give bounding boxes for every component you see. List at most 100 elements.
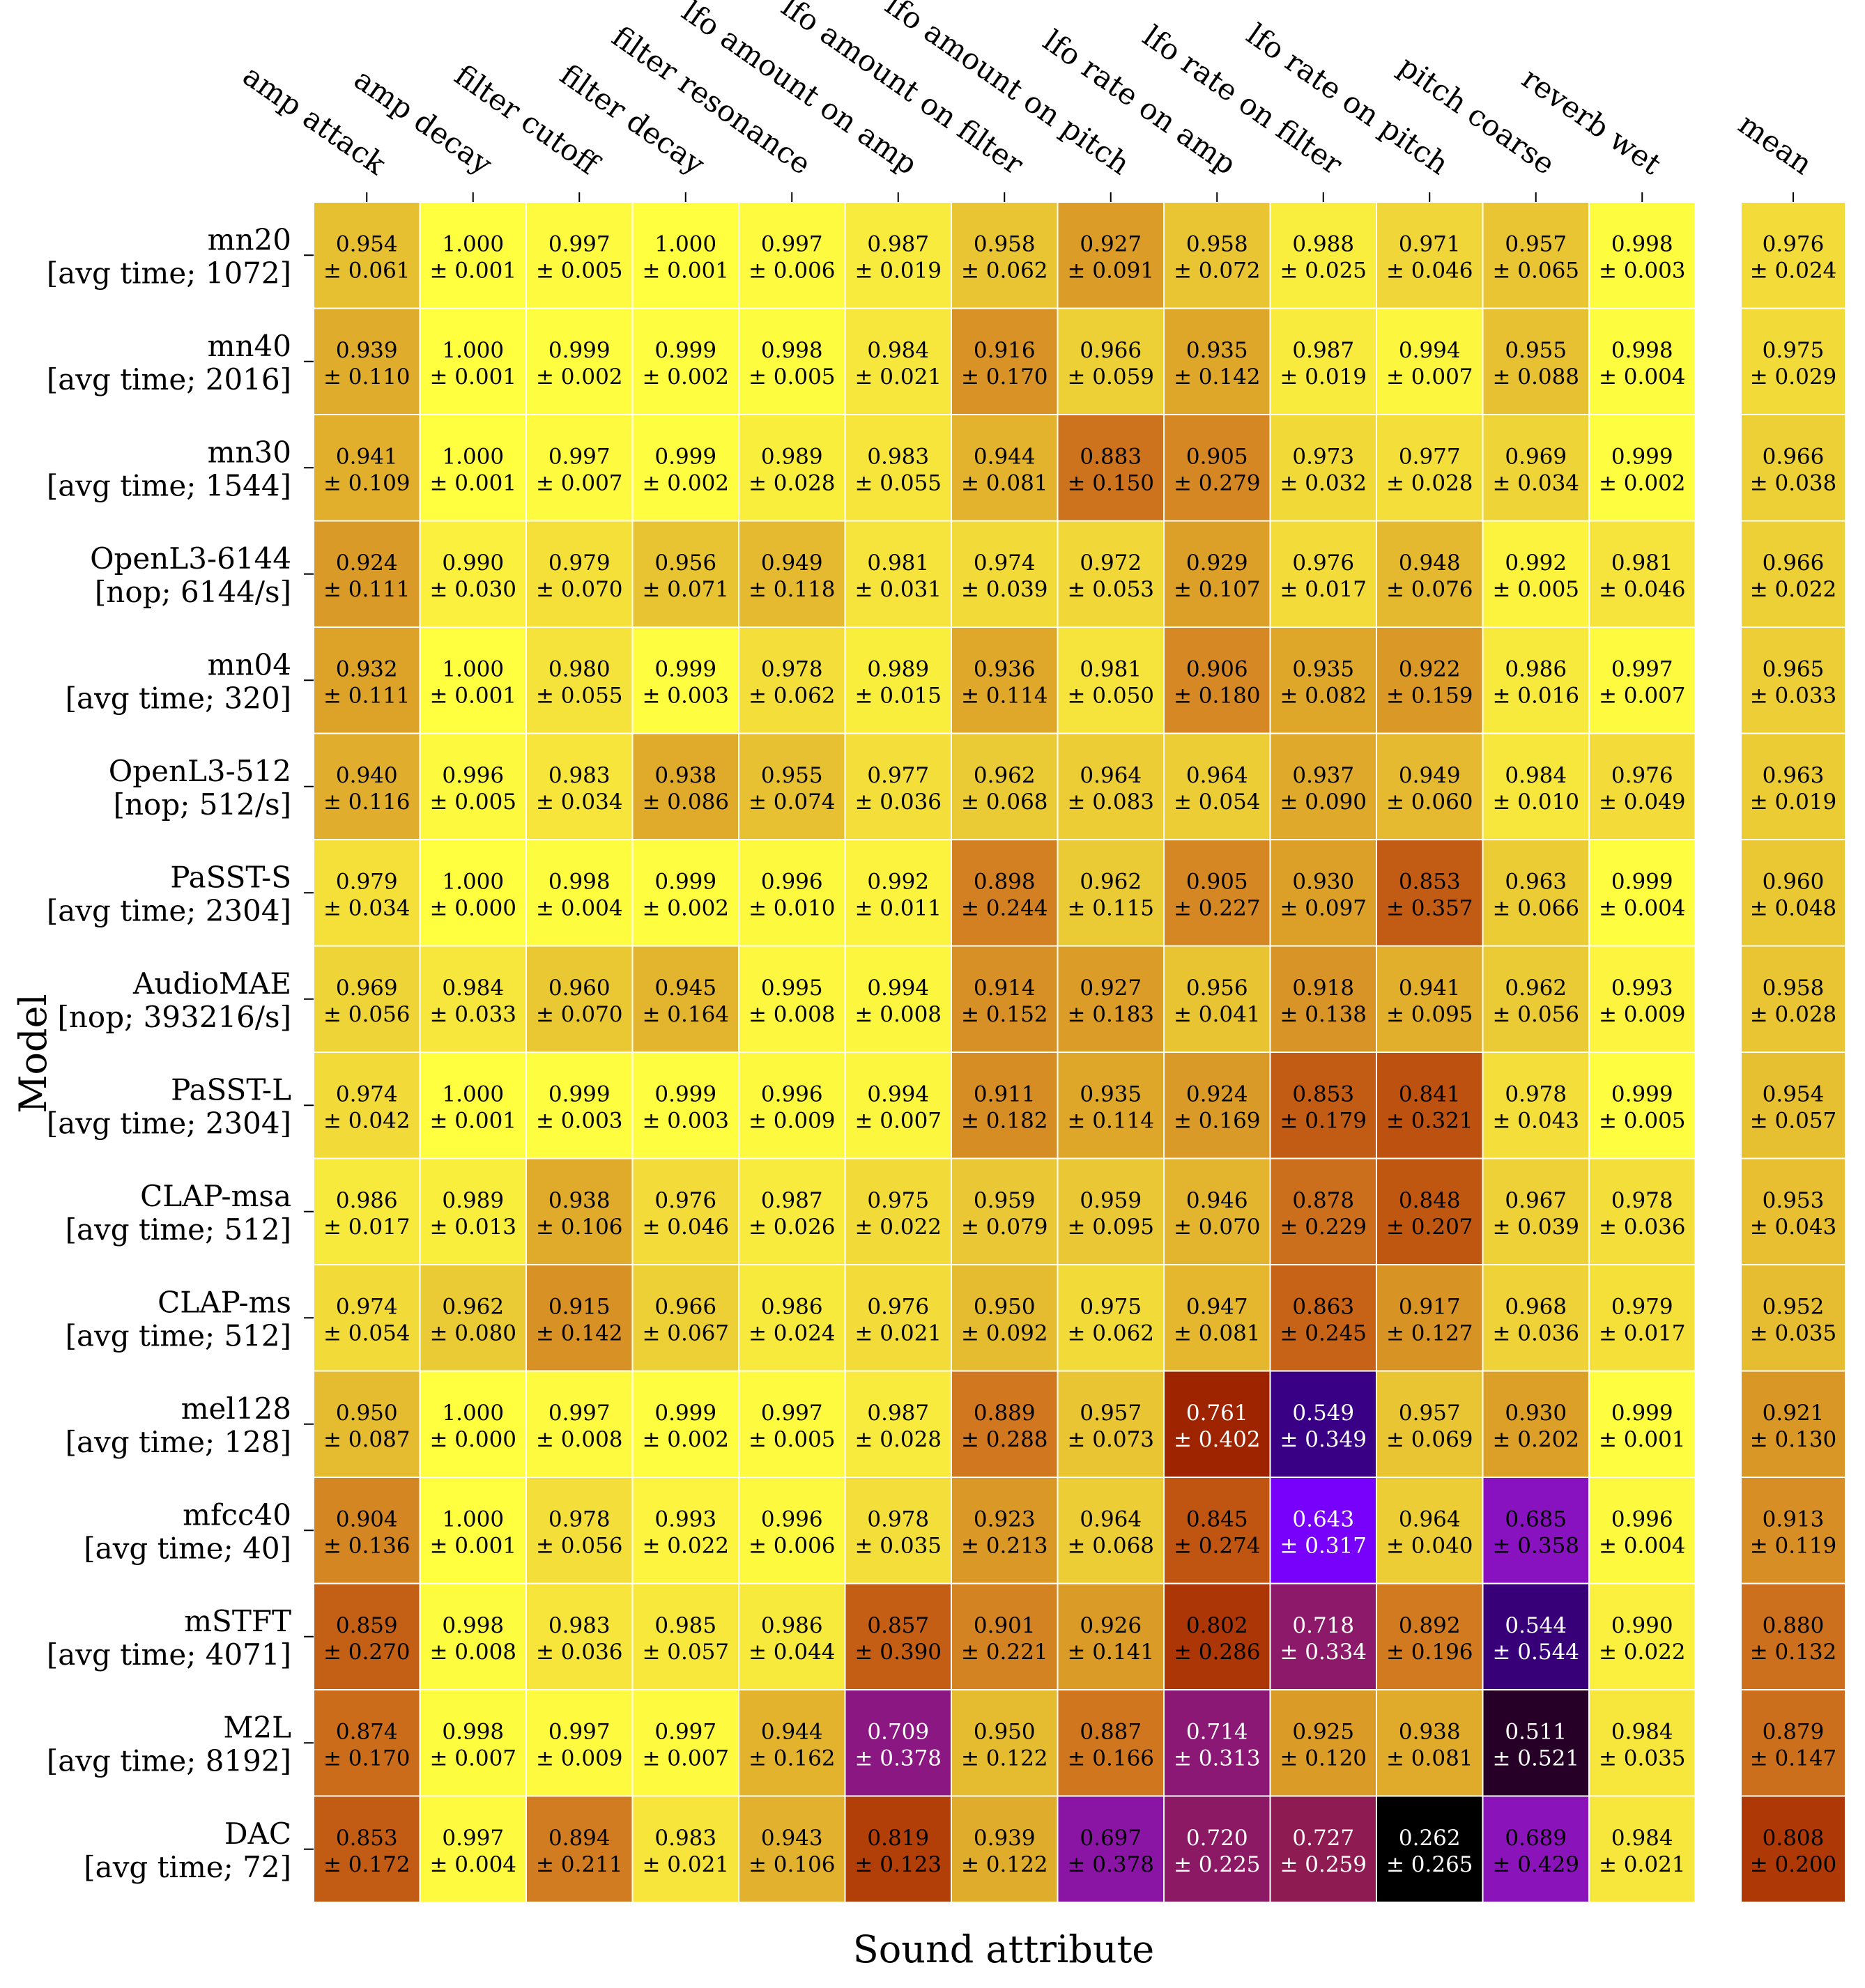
heatmap-cell-group: 0.983± 0.021 <box>631 1795 739 1903</box>
cell-std-label: ± 0.082 <box>1280 683 1367 708</box>
cell-value-label: 0.950 <box>974 1719 1036 1744</box>
heatmap-cell <box>738 1370 846 1478</box>
heatmap-cell <box>844 1689 952 1797</box>
heatmap-cell-group: 0.998± 0.003 <box>1588 201 1696 309</box>
cell-value-label: 0.968 <box>1505 1294 1567 1319</box>
cell-std-label: ± 0.073 <box>1067 1427 1154 1452</box>
heatmap-cell <box>1163 945 1271 1053</box>
cell-std-label: ± 0.001 <box>429 1108 516 1133</box>
heatmap-cell-group: 0.981± 0.031 <box>844 520 952 628</box>
heatmap-cell-group: 0.975± 0.022 <box>844 1157 952 1265</box>
heatmap-cell-group: 0.999± 0.003 <box>631 1051 739 1159</box>
cell-value-label: 0.946 <box>1186 1188 1248 1213</box>
cell-std-label: ± 0.003 <box>642 1108 729 1133</box>
cell-value-label: 0.841 <box>1399 1081 1461 1107</box>
cell-value-label: 0.935 <box>1292 656 1354 681</box>
cell-std-label: ± 0.202 <box>1492 1427 1579 1452</box>
heatmap-cell-group: 0.999± 0.002 <box>631 1370 739 1478</box>
cell-std-label: ± 0.001 <box>429 683 516 708</box>
cell-value-label: 0.976 <box>867 1294 929 1319</box>
cell-std-label: ± 0.024 <box>749 1320 836 1346</box>
cell-value-label: 0.960 <box>1763 869 1825 894</box>
cell-value-label: 0.959 <box>1080 1188 1142 1213</box>
cell-value-label: 0.999 <box>654 444 716 469</box>
heatmap-cell-group: 0.939± 0.110 <box>313 307 421 415</box>
row-label-model: AudioMAE <box>132 966 291 1001</box>
heatmap-cell <box>1588 307 1696 415</box>
cell-value-label: 0.979 <box>336 869 398 894</box>
cell-value-label: 0.911 <box>974 1081 1036 1107</box>
heatmap-cell <box>951 1370 1059 1478</box>
mean-cell-group: 0.921± 0.130 <box>1740 1370 1846 1478</box>
cell-value-label: 0.262 <box>1399 1826 1461 1851</box>
cell-value-label: 0.930 <box>1292 869 1354 894</box>
row-label-detail: [avg time; 1544] <box>47 468 291 502</box>
heatmap-cell-group: 0.878± 0.229 <box>1269 1157 1377 1265</box>
heatmap-cell-group: 0.958± 0.062 <box>951 201 1059 309</box>
heatmap-cell <box>951 1582 1059 1690</box>
heatmap-cell-group: 0.987± 0.019 <box>1269 307 1377 415</box>
heatmap-cell <box>1588 1264 1696 1372</box>
mean-cell-group: 0.963± 0.019 <box>1740 732 1846 840</box>
heatmap-cell-group: 0.972± 0.053 <box>1057 520 1165 628</box>
cell-value-label: 0.999 <box>548 338 611 363</box>
heatmap-cell <box>1482 1370 1590 1478</box>
heatmap-cell-group: 0.998± 0.004 <box>525 839 634 947</box>
heatmap-cell <box>1057 1051 1165 1159</box>
heatmap-cell <box>525 1582 634 1690</box>
heatmap-cell <box>313 732 421 840</box>
cell-value-label: 0.957 <box>1399 1401 1461 1426</box>
heatmap-cell <box>738 1582 846 1690</box>
cell-value-label: 0.983 <box>654 1826 716 1851</box>
cell-std-label: ± 0.036 <box>1492 1320 1579 1346</box>
heatmap-cell <box>1588 1157 1696 1265</box>
cell-std-label: ± 0.147 <box>1750 1746 1837 1771</box>
heatmap-cell-group: 0.720± 0.225 <box>1163 1795 1271 1903</box>
cell-std-label: ± 0.070 <box>536 1002 623 1027</box>
cell-value-label: 0.994 <box>1399 338 1461 363</box>
cell-value-label: 0.983 <box>548 763 611 788</box>
heatmap-cell-group: 0.889± 0.288 <box>951 1370 1059 1478</box>
heatmap-cell-group: 0.544± 0.544 <box>1482 1582 1590 1690</box>
heatmap-cell-group: 0.904± 0.136 <box>313 1477 421 1585</box>
cell-value-label: 0.697 <box>1080 1826 1142 1851</box>
cell-value-label: 0.993 <box>1611 976 1673 1001</box>
cell-value-label: 0.935 <box>1186 338 1248 363</box>
heatmap-cell-group: 0.917± 0.127 <box>1376 1264 1484 1372</box>
heatmap-cell <box>631 1370 739 1478</box>
cell-value-label: 0.978 <box>548 1507 611 1532</box>
cell-std-label: ± 0.028 <box>854 1427 942 1452</box>
cell-std-label: ± 0.074 <box>749 789 836 815</box>
cell-value-label: 0.720 <box>1186 1826 1248 1851</box>
cell-std-label: ± 0.044 <box>749 1640 836 1665</box>
heatmap-cell-group: 0.963± 0.066 <box>1482 839 1590 947</box>
cell-std-label: ± 0.066 <box>1492 895 1579 920</box>
cell-value-label: 0.974 <box>974 550 1036 576</box>
cell-std-label: ± 0.013 <box>429 1215 516 1240</box>
cell-value-label: 0.997 <box>761 231 823 256</box>
cell-value-label: 0.976 <box>1611 763 1673 788</box>
cell-std-label: ± 0.164 <box>642 1002 729 1027</box>
cell-value-label: 0.859 <box>336 1613 398 1638</box>
heatmap-cell-group: 0.998± 0.007 <box>419 1689 527 1797</box>
cell-value-label: 0.998 <box>548 869 611 894</box>
heatmap-cell <box>1376 1157 1484 1265</box>
heatmap-cell-group: 0.938± 0.081 <box>1376 1689 1484 1797</box>
heatmap-cell <box>1163 1051 1271 1159</box>
cell-value-label: 0.857 <box>867 1613 929 1638</box>
heatmap-cell-group: 0.964± 0.083 <box>1057 732 1165 840</box>
cell-value-label: 0.969 <box>336 976 398 1001</box>
row-label-detail: [nop; 512/s] <box>114 787 291 822</box>
heatmap-cell <box>631 1477 739 1585</box>
heatmap-cell <box>1482 1477 1590 1585</box>
heatmap-cell-group: 0.997± 0.005 <box>738 1370 846 1478</box>
cell-value-label: 0.971 <box>1399 231 1461 256</box>
row-label-model: mel128 <box>181 1392 291 1426</box>
heatmap-cell-group: 0.925± 0.120 <box>1269 1689 1377 1797</box>
heatmap-cell <box>1376 414 1484 522</box>
heatmap-cell <box>525 945 634 1053</box>
heatmap-cell <box>631 839 739 947</box>
cell-value-label: 0.689 <box>1505 1826 1567 1851</box>
heatmap-cell-group: 0.916± 0.170 <box>951 307 1059 415</box>
heatmap-cell <box>1269 1582 1377 1690</box>
